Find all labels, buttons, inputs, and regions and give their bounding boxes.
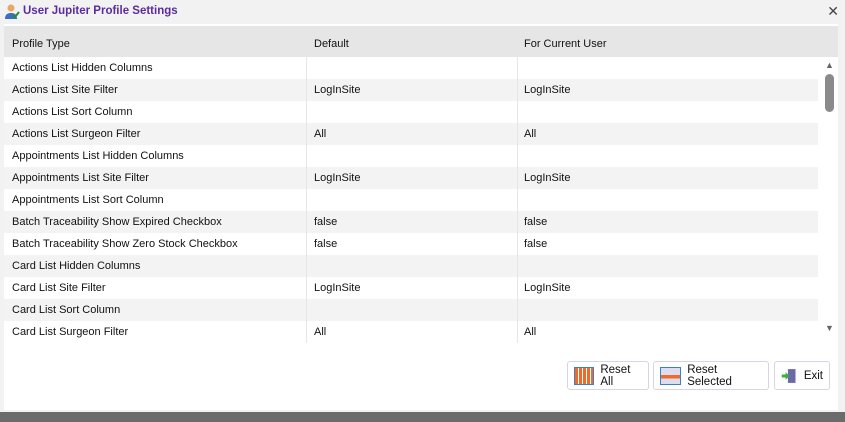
scroll-down-icon[interactable]: ▼ [825, 323, 834, 333]
cell-profile-type: Appointments List Sort Column [12, 194, 164, 206]
table-row[interactable]: Card List Surgeon Filter All All [4, 321, 818, 343]
cell-profile-type: Actions List Hidden Columns [12, 62, 153, 74]
grid-selected-icon [660, 366, 682, 385]
table-row[interactable]: Card List Site Filter LogInSite LogInSite [4, 277, 818, 299]
profile-settings-panel: Profile Type Default For Current User Ac… [4, 24, 838, 410]
user-settings-icon [5, 4, 20, 19]
cell-default: LogInSite [314, 172, 361, 184]
cell-current-user[interactable]: false [524, 238, 548, 250]
reset-all-button[interactable]: Reset All [567, 361, 649, 390]
cell-current-user[interactable]: All [524, 128, 537, 140]
table-row[interactable]: Appointments List Sort Column [4, 189, 818, 211]
reset-selected-label: Reset Selected [687, 363, 732, 388]
vertical-scrollbar[interactable]: ▲ ▼ [822, 57, 838, 337]
exit-door-icon [781, 368, 796, 383]
cell-default: LogInSite [314, 282, 361, 294]
table-header: Profile Type Default For Current User [4, 26, 838, 57]
title-bar: User Jupiter Profile Settings ✕ [0, 0, 845, 24]
cell-current-user[interactable]: LogInSite [524, 172, 571, 184]
cell-profile-type: Appointments List Hidden Columns [12, 150, 184, 162]
table-row[interactable]: Actions List Hidden Columns [4, 57, 818, 79]
cell-current-user[interactable]: LogInSite [524, 282, 571, 294]
header-current-user[interactable]: For Current User [524, 38, 607, 50]
table-row[interactable]: Appointments List Hidden Columns [4, 145, 818, 167]
table-row[interactable]: Card List Sort Column [4, 299, 818, 321]
table-row[interactable]: Appointments List Site Filter LogInSite Lo… [4, 167, 818, 189]
scroll-up-icon[interactable]: ▲ [825, 60, 834, 70]
cell-profile-type: Card List Site Filter [12, 282, 106, 294]
cell-default: false [314, 238, 338, 250]
cell-default: All [314, 128, 327, 140]
cell-profile-type: Card List Sort Column [12, 304, 121, 316]
table-row[interactable]: Card List Hidden Columns [4, 255, 818, 277]
cell-profile-type: Card List Hidden Columns [12, 260, 141, 272]
cell-profile-type: Actions List Surgeon Filter [12, 128, 141, 140]
header-profile-type[interactable]: Profile Type [12, 38, 70, 50]
reset-selected-button[interactable]: Reset Selected [653, 361, 769, 390]
grid-red-icon [574, 366, 595, 385]
table-row[interactable]: Actions List Surgeon Filter All All [4, 123, 818, 145]
status-strip [0, 412, 845, 422]
table-row[interactable]: Actions List Sort Column [4, 101, 818, 123]
cell-default: false [314, 216, 338, 228]
exit-label: Exit [803, 369, 823, 382]
table-body: Actions List Hidden Columns Actions List … [4, 57, 818, 343]
cell-current-user[interactable]: All [524, 326, 537, 338]
cell-profile-type: Actions List Sort Column [12, 106, 133, 118]
window-title: User Jupiter Profile Settings [23, 5, 178, 17]
exit-button[interactable]: Exit [774, 361, 830, 390]
reset-all-label: Reset All [600, 363, 631, 388]
cell-profile-type: Batch Traceability Show Expired Checkbox [12, 216, 222, 228]
scroll-thumb[interactable] [825, 74, 834, 112]
cell-default: All [314, 326, 327, 338]
cell-profile-type: Appointments List Site Filter [12, 172, 149, 184]
table-row[interactable]: Batch Traceability Show Expired Checkbox… [4, 211, 818, 233]
cell-profile-type: Actions List Site Filter [12, 84, 118, 96]
cell-default: LogInSite [314, 84, 361, 96]
table-row[interactable]: Batch Traceability Show Zero Stock Check… [4, 233, 818, 255]
cell-profile-type: Batch Traceability Show Zero Stock Check… [12, 238, 238, 250]
cell-profile-type: Card List Surgeon Filter [12, 326, 129, 338]
close-icon[interactable]: ✕ [827, 3, 839, 19]
cell-current-user[interactable]: LogInSite [524, 84, 571, 96]
cell-current-user[interactable]: false [524, 216, 548, 228]
table-row[interactable]: Actions List Site Filter LogInSite LogInSi… [4, 79, 818, 101]
header-default[interactable]: Default [314, 38, 349, 50]
